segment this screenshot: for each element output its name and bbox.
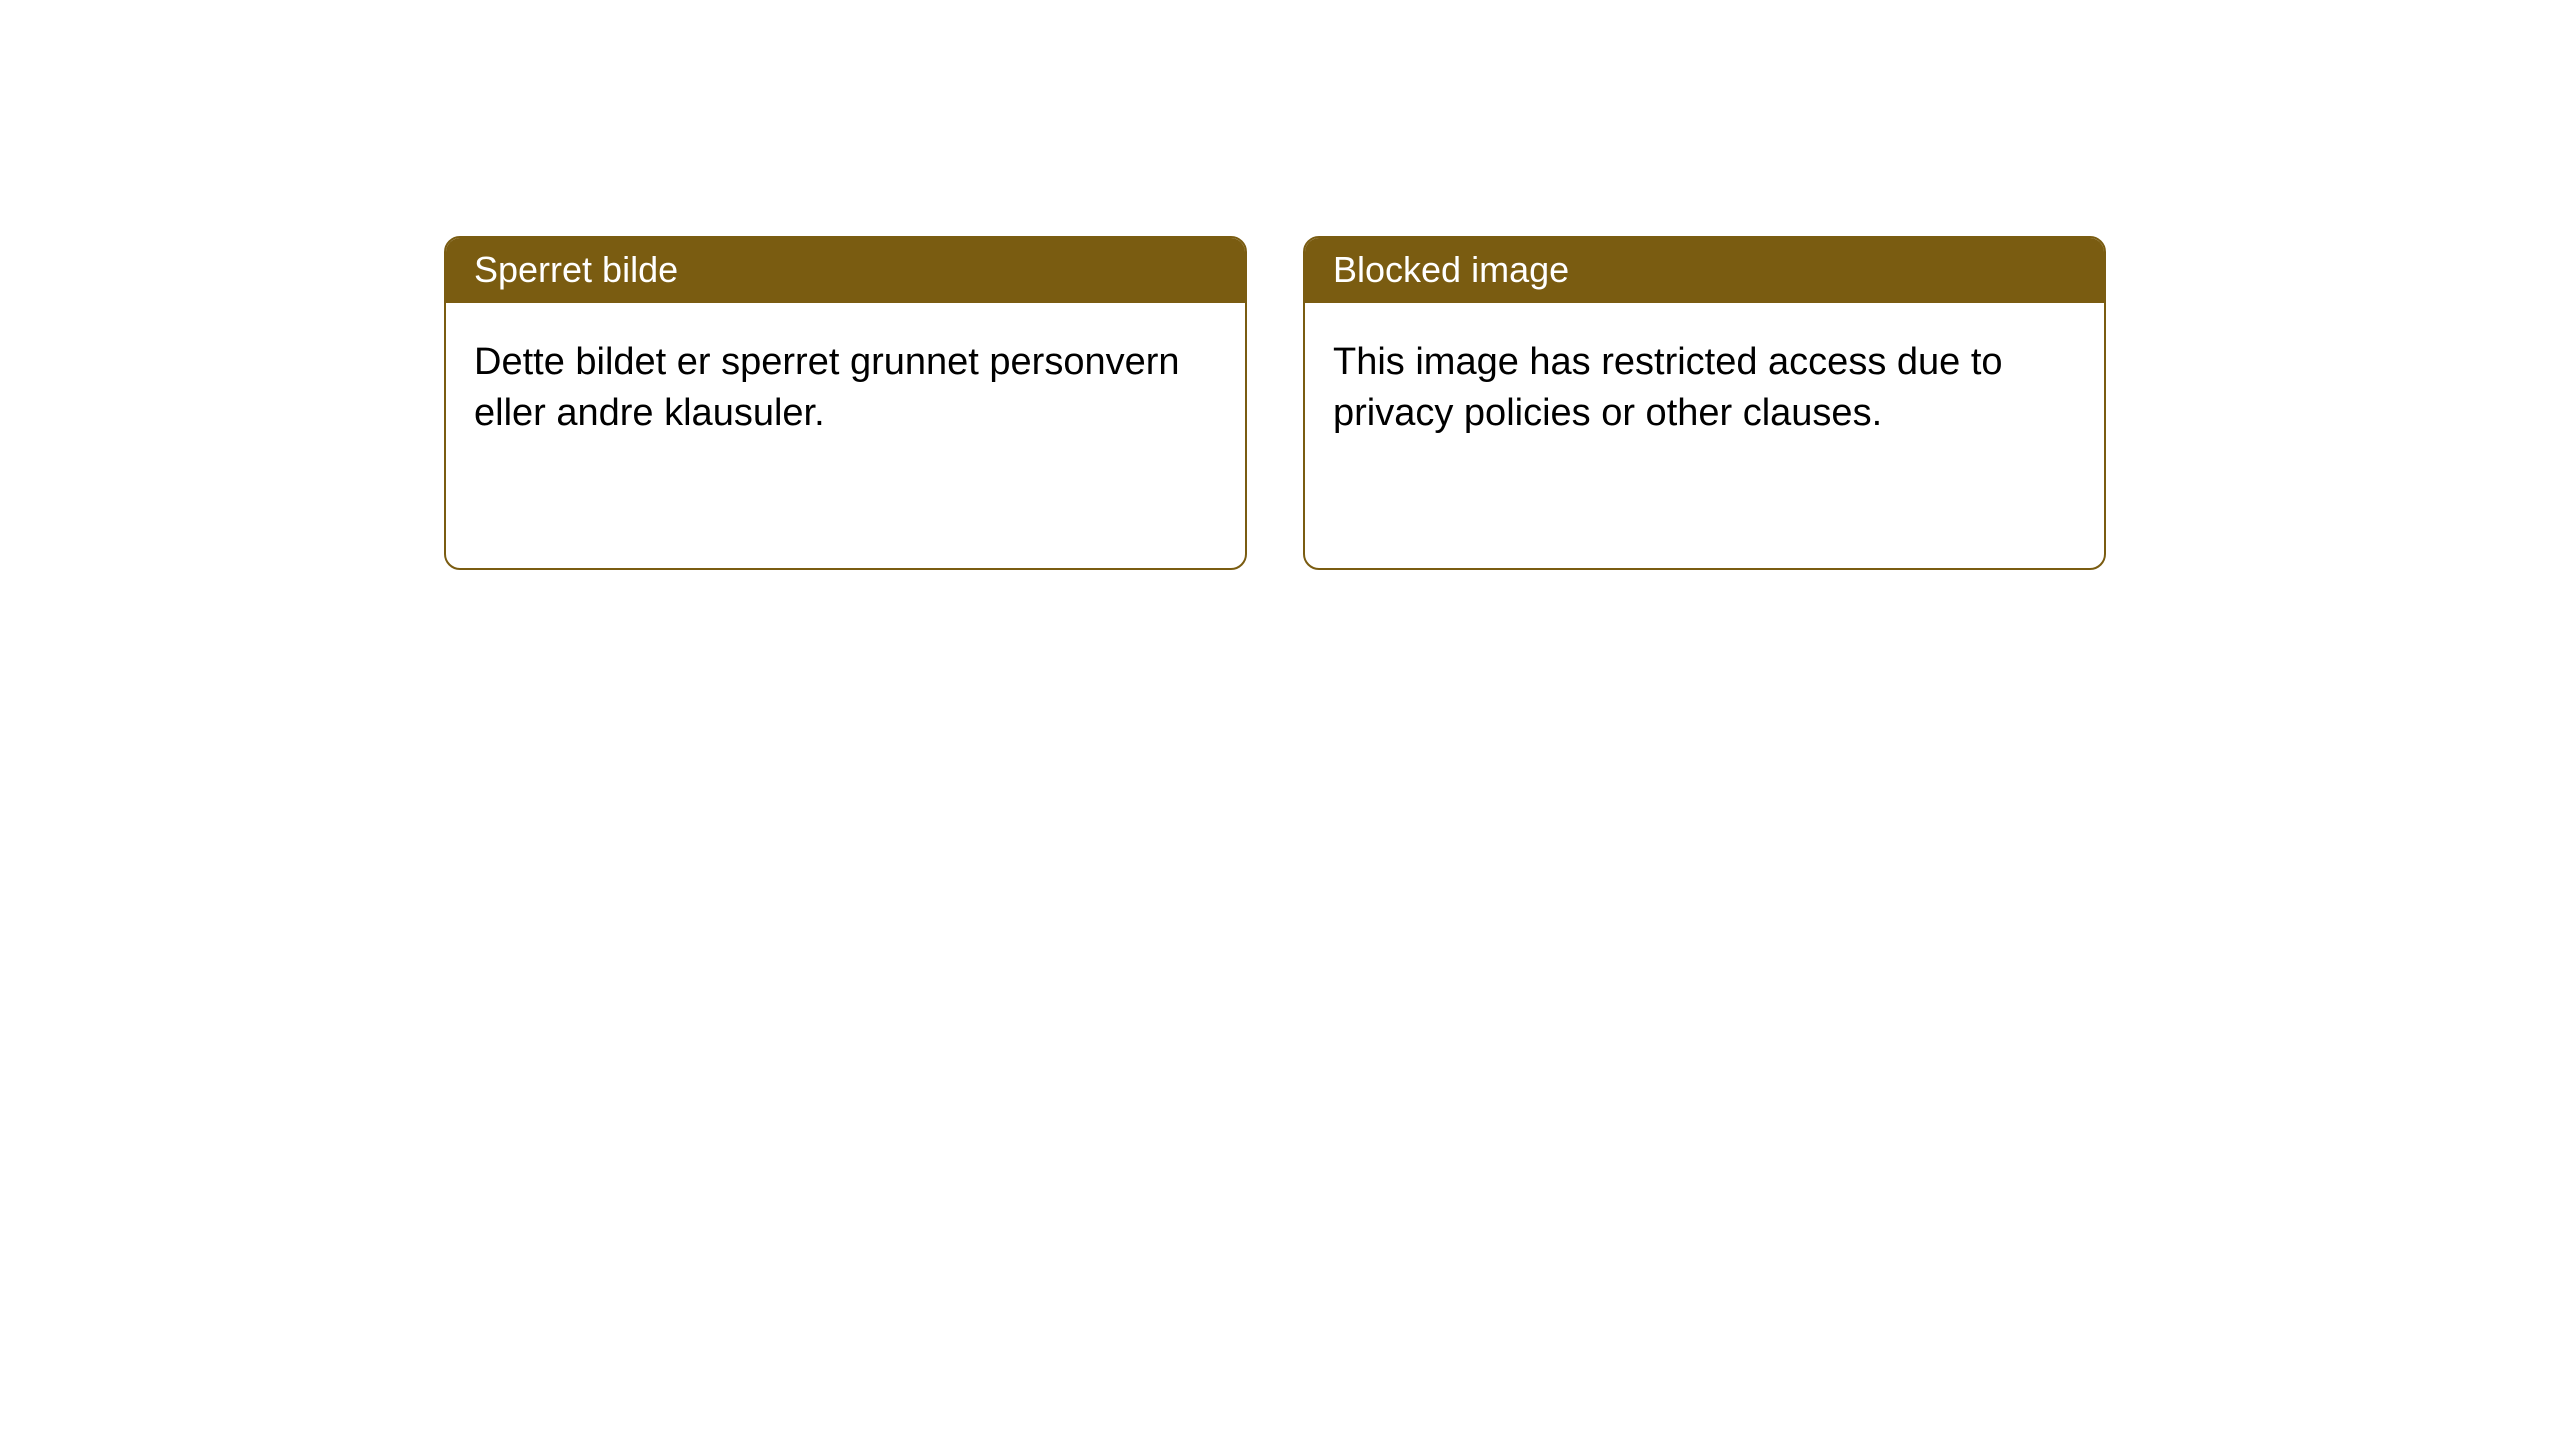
notice-container: Sperret bilde Dette bildet er sperret gr… [0, 0, 2560, 570]
notice-card-norwegian: Sperret bilde Dette bildet er sperret gr… [444, 236, 1247, 570]
notice-card-body: This image has restricted access due to … [1305, 303, 2104, 468]
notice-card-english: Blocked image This image has restricted … [1303, 236, 2106, 570]
notice-card-body: Dette bildet er sperret grunnet personve… [446, 303, 1245, 468]
notice-card-title: Blocked image [1305, 238, 2104, 303]
notice-card-title: Sperret bilde [446, 238, 1245, 303]
